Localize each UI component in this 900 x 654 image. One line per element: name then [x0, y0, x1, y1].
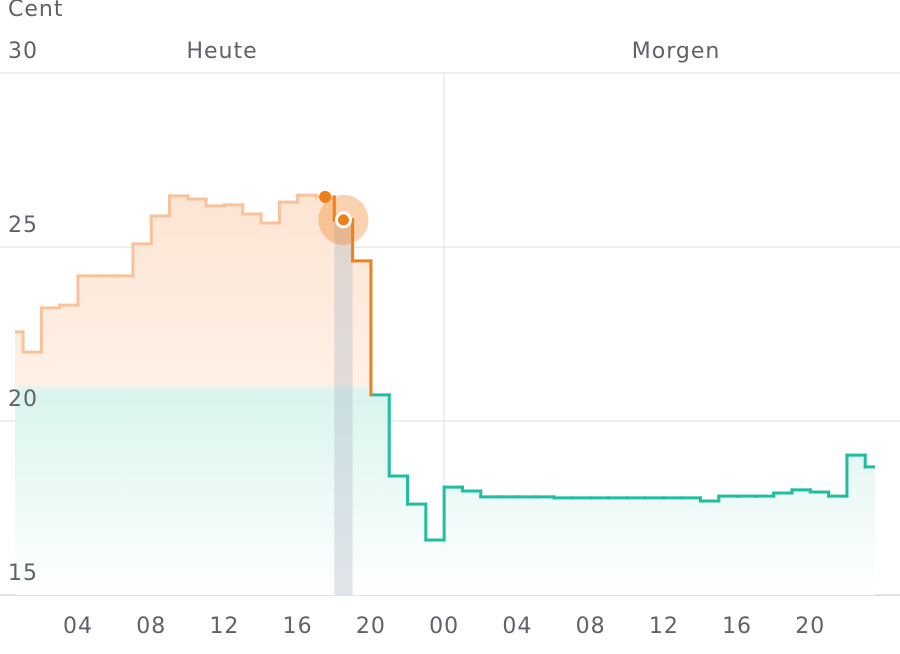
- price-area: [627, 497, 647, 595]
- x-tick-label: 20: [356, 614, 386, 639]
- price-area: [370, 394, 390, 595]
- price-area: [718, 496, 738, 595]
- price-area: [242, 213, 262, 595]
- day-label: Heute: [186, 39, 257, 64]
- price-area: [791, 489, 811, 595]
- price-area: [77, 275, 97, 595]
- price-area: [773, 493, 793, 595]
- price-area: [224, 204, 244, 595]
- x-tick-label: 20: [795, 614, 825, 639]
- day-label: Morgen: [632, 39, 721, 64]
- price-area: [15, 331, 24, 595]
- price-area: [279, 202, 299, 595]
- price-area: [169, 195, 189, 595]
- price-area: [297, 195, 317, 595]
- x-tick-label: 04: [502, 614, 532, 639]
- y-tick-label: 25: [8, 213, 38, 238]
- price-area: [590, 497, 610, 595]
- price-area: [700, 501, 720, 595]
- y-tick-label: 15: [8, 561, 38, 586]
- price-area: [737, 496, 756, 595]
- price-area: [389, 475, 409, 595]
- price-area: [206, 205, 225, 595]
- x-tick-label: 16: [283, 614, 313, 639]
- price-area: [462, 490, 482, 595]
- price-area: [425, 540, 445, 595]
- price-area: [59, 305, 79, 595]
- current-hour-band: [334, 219, 353, 595]
- x-tick-label: 12: [649, 614, 679, 639]
- price-area: [810, 491, 830, 595]
- y-tick-label: 20: [8, 387, 38, 412]
- price-area: [96, 275, 116, 595]
- price-area: [444, 487, 463, 595]
- price-area: [865, 466, 875, 595]
- price-area: [663, 497, 683, 595]
- price-area: [755, 496, 775, 595]
- price-area: [23, 352, 42, 595]
- price-area: [572, 497, 592, 595]
- price-area: [407, 504, 427, 595]
- previous-point: [319, 190, 332, 203]
- price-area: [114, 275, 134, 595]
- price-area: [828, 496, 848, 595]
- y-tick-label: 30: [8, 39, 38, 64]
- price-area: [553, 497, 573, 595]
- price-area: [132, 243, 152, 596]
- price-area: [535, 496, 555, 595]
- price-area: [352, 260, 372, 595]
- x-tick-label: 00: [429, 614, 459, 639]
- x-tick-label: 04: [63, 614, 93, 639]
- x-tick-label: 12: [209, 614, 239, 639]
- price-area: [480, 496, 500, 595]
- price-area: [261, 222, 280, 595]
- price-area: [682, 497, 701, 595]
- price-area: [645, 497, 665, 595]
- price-area: [517, 496, 537, 595]
- price-area: [846, 455, 866, 595]
- x-tick-label: 08: [136, 614, 166, 639]
- price-area: [151, 216, 171, 595]
- x-tick-label: 08: [576, 614, 606, 639]
- y-axis-label: Cent: [8, 0, 63, 22]
- price-area: [41, 307, 61, 595]
- price-area: [499, 496, 518, 595]
- price-area: [334, 219, 354, 595]
- x-tick-label: 16: [722, 614, 752, 639]
- current-marker: [334, 211, 352, 229]
- price-area: [187, 198, 207, 595]
- price-area: [608, 497, 628, 595]
- price-area: [315, 196, 335, 595]
